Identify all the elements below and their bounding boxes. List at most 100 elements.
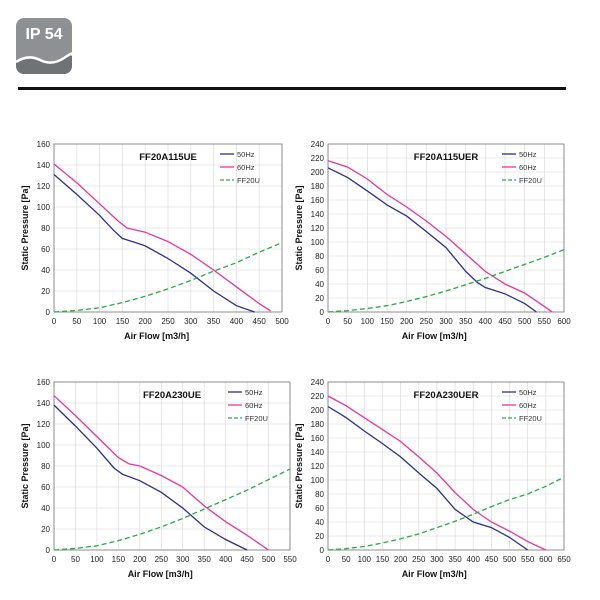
legend-label: 60Hz	[245, 401, 263, 410]
series-line-60hz	[327, 395, 547, 551]
series-line-ff20u	[53, 468, 291, 551]
series-line-ff20u	[53, 242, 283, 313]
x-tick-label: 100	[361, 317, 375, 326]
y-tick-label: 20	[41, 525, 50, 534]
y-tick-label: 160	[311, 196, 325, 205]
y-tick-label: 60	[41, 483, 50, 492]
y-tick-label: 140	[311, 210, 325, 219]
legend-label: 50Hz	[519, 388, 537, 397]
chart-ff20a230ue: 0 20 40 60 80 100 120 140 160 0 50 100 150 200 250 300 3…	[20, 378, 297, 579]
x-tick-label: 200	[139, 317, 153, 326]
y-tick-label: 160	[37, 378, 51, 387]
x-tick-label: 450	[485, 555, 499, 564]
series-line-50hz	[327, 167, 537, 313]
x-tick-label: 450	[498, 317, 512, 326]
y-tick-label: 0	[46, 308, 51, 317]
chart-panel-3: 0 20 40 60 80 100 120 140 160 0 50 100 150 200 250 300 3…	[18, 376, 298, 593]
y-tick-label: 140	[37, 161, 51, 170]
series-line-50hz	[53, 174, 255, 313]
x-tick-label: 150	[116, 317, 130, 326]
y-tick-label: 20	[41, 287, 50, 296]
x-tick-label: 400	[219, 555, 233, 564]
plot-frame	[327, 143, 565, 313]
x-tick-label: 50	[342, 555, 351, 564]
x-tick-label: 500	[262, 555, 276, 564]
y-tick-label: 100	[311, 238, 325, 247]
series-line-ff20u	[327, 249, 565, 313]
y-tick-label: 40	[41, 504, 50, 513]
plot-frame	[327, 381, 565, 551]
x-tick-label: 300	[176, 555, 190, 564]
legend-label: FF20U	[519, 176, 542, 185]
y-tick-label: 80	[315, 252, 324, 261]
y-tick-label: 220	[311, 154, 325, 163]
x-tick-label: 450	[240, 555, 254, 564]
y-tick-label: 220	[311, 392, 325, 401]
x-tick-label: 500	[518, 317, 532, 326]
x-tick-label: 50	[71, 555, 80, 564]
y-tick-label: 100	[311, 476, 325, 485]
legend-label: FF20U	[519, 414, 542, 423]
x-tick-label: 400	[230, 317, 244, 326]
x-tick-label: 100	[90, 555, 104, 564]
y-tick-label: 80	[41, 224, 50, 233]
x-tick-label: 200	[400, 317, 414, 326]
y-tick-label: 240	[311, 378, 325, 387]
plot-frame	[53, 143, 283, 313]
x-tick-label: 200	[394, 555, 408, 564]
x-tick-label: 100	[358, 555, 372, 564]
x-tick-label: 200	[133, 555, 147, 564]
chart-title: FF20A115UER	[414, 152, 479, 163]
x-tick-label: 250	[412, 555, 426, 564]
series-line-ff20u	[327, 476, 565, 551]
x-tick-label: 250	[420, 317, 434, 326]
legend-label: 50Hz	[245, 388, 263, 397]
x-tick-label: 50	[343, 317, 352, 326]
chart-panel-4: 0 20 40 60 80 100 120 140 160 180 200 220 240 0 50 100 1…	[292, 376, 572, 593]
y-tick-label: 120	[311, 462, 325, 471]
chart-ff20a115ue: 0 20 40 60 80 100 120 140 160 0 50 100 150 200 250 300 3…	[20, 140, 289, 341]
y-tick-label: 240	[311, 140, 325, 149]
x-tick-label: 150	[112, 555, 126, 564]
header-rule	[18, 87, 566, 90]
x-tick-label: 550	[538, 317, 552, 326]
x-tick-label: 0	[326, 555, 331, 564]
x-tick-label: 450	[253, 317, 267, 326]
chart-title: FF20A230UER	[414, 390, 479, 401]
x-tick-label: 500	[275, 317, 289, 326]
y-tick-label: 140	[37, 399, 51, 408]
chart-ff20a115uer: 0 20 40 60 80 100 120 140 160 180 200 220 240 0 50 100 1…	[294, 140, 571, 341]
y-tick-label: 120	[37, 420, 51, 429]
x-tick-label: 0	[52, 317, 57, 326]
y-tick-label: 80	[315, 490, 324, 499]
x-tick-label: 0	[52, 555, 57, 564]
x-tick-label: 550	[283, 555, 297, 564]
y-tick-label: 60	[41, 245, 50, 254]
legend-label: FF20U	[237, 176, 260, 185]
x-tick-label: 300	[184, 317, 198, 326]
y-tick-label: 60	[315, 504, 324, 513]
y-tick-label: 180	[311, 420, 325, 429]
x-tick-label: 600	[557, 317, 571, 326]
wave-icon	[16, 52, 72, 74]
legend-label: FF20U	[245, 414, 268, 423]
legend-label: 50Hz	[519, 150, 537, 159]
x-tick-label: 400	[467, 555, 481, 564]
y-tick-label: 20	[315, 294, 324, 303]
y-tick-label: 120	[37, 182, 51, 191]
chart-ff20a230uer: 0 20 40 60 80 100 120 140 160 180 200 220 240 0 50 100 1…	[294, 378, 571, 579]
y-tick-label: 100	[37, 203, 51, 212]
series-line-60hz	[53, 163, 271, 312]
chart-panel-1: 0 20 40 60 80 100 120 140 160 0 50 100 150 200 250 300 3…	[18, 138, 290, 355]
y-tick-label: 40	[315, 518, 324, 527]
legend-label: 60Hz	[519, 163, 537, 172]
y-tick-label: 40	[41, 266, 50, 275]
series-line-60hz	[53, 395, 269, 551]
y-tick-label: 0	[320, 308, 325, 317]
chart-panel-2: 0 20 40 60 80 100 120 140 160 180 200 220 240 0 50 100 1…	[292, 138, 572, 355]
series-line-50hz	[327, 405, 529, 551]
x-tick-label: 250	[155, 555, 169, 564]
y-axis-label: Static Pressure [Pa]	[20, 185, 30, 270]
x-tick-label: 350	[448, 555, 462, 564]
x-tick-label: 100	[93, 317, 107, 326]
